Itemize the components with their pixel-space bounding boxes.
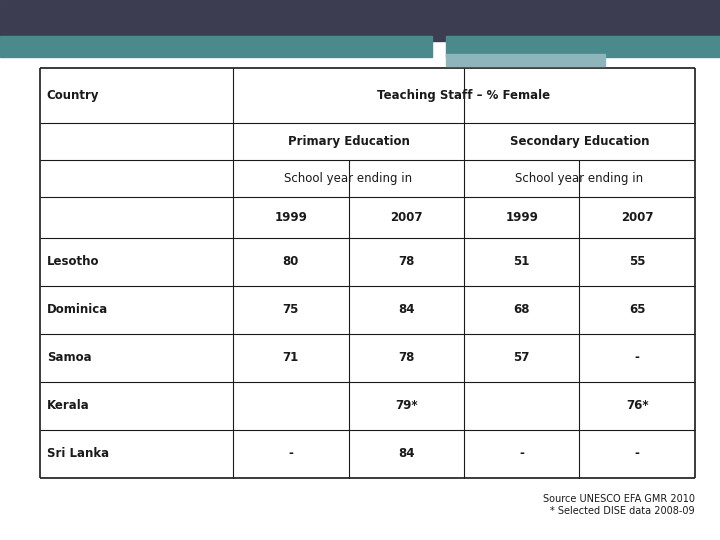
Text: 1999: 1999 <box>505 211 538 224</box>
Text: 76*: 76* <box>626 400 649 413</box>
Text: 84: 84 <box>398 303 415 316</box>
Text: Primary Education: Primary Education <box>287 135 410 148</box>
Text: School year ending in: School year ending in <box>284 172 413 185</box>
Bar <box>0 36 432 57</box>
Text: Dominica: Dominica <box>47 303 108 316</box>
Text: Sri Lanka: Sri Lanka <box>47 448 109 461</box>
Bar <box>0 0 720 40</box>
Text: School year ending in: School year ending in <box>516 172 644 185</box>
Text: 2007: 2007 <box>390 211 423 224</box>
Text: 57: 57 <box>513 352 530 365</box>
Text: -: - <box>634 352 639 365</box>
Text: 65: 65 <box>629 303 645 316</box>
Text: -: - <box>288 448 293 461</box>
Text: 1999: 1999 <box>274 211 307 224</box>
Text: -: - <box>634 448 639 461</box>
Text: Samoa: Samoa <box>47 352 91 365</box>
Text: Source UNESCO EFA GMR 2010
* Selected DISE data 2008-09: Source UNESCO EFA GMR 2010 * Selected DI… <box>543 494 695 516</box>
Text: 55: 55 <box>629 255 645 268</box>
Text: 79*: 79* <box>395 400 418 413</box>
Text: 51: 51 <box>513 255 530 268</box>
Bar <box>446 36 720 57</box>
Text: 84: 84 <box>398 448 415 461</box>
Text: Kerala: Kerala <box>47 400 89 413</box>
Text: 71: 71 <box>283 352 299 365</box>
Text: 80: 80 <box>283 255 299 268</box>
Text: Lesotho: Lesotho <box>47 255 99 268</box>
Text: 2007: 2007 <box>621 211 653 224</box>
Text: -: - <box>519 448 524 461</box>
Text: 78: 78 <box>398 255 415 268</box>
Text: 68: 68 <box>513 303 530 316</box>
Text: Country: Country <box>47 89 99 102</box>
Text: Secondary Education: Secondary Education <box>510 135 649 148</box>
Bar <box>446 54 605 66</box>
Text: 75: 75 <box>283 303 299 316</box>
Text: 78: 78 <box>398 352 415 365</box>
Text: Teaching Staff – % Female: Teaching Staff – % Female <box>377 89 551 102</box>
